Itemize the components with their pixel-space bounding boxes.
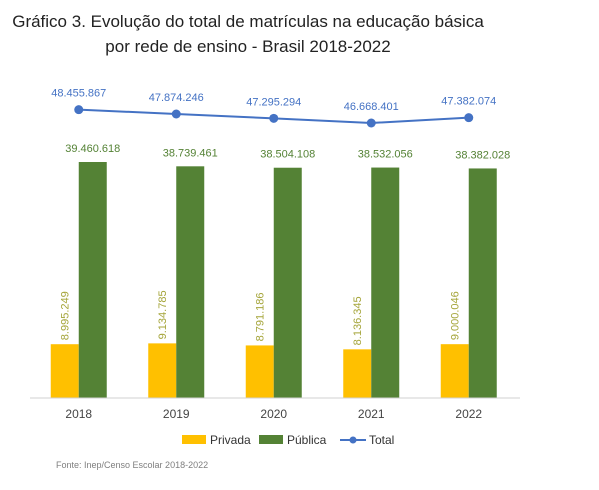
bar-privada-2018 xyxy=(50,344,79,398)
bar-publica-2022 xyxy=(468,168,497,398)
plot-area: 8.995.249 39.460.618 9.134.785 38.739.461 8.… xyxy=(50,88,510,398)
legend-label-privada: Privada xyxy=(210,433,251,447)
data-label-publica-2020: 38.504.108 xyxy=(260,149,315,161)
bar-publica-2018 xyxy=(78,162,107,398)
data-label-privada-2022: 9.000.046 xyxy=(450,291,462,340)
bar-publica-2020 xyxy=(273,167,302,398)
x-tick-2021: 2021 xyxy=(358,407,385,421)
bar-publica-2019 xyxy=(176,166,205,398)
chart-title-line-2: por rede de ensino - Brasil 2018-2022 xyxy=(105,37,390,56)
point-total-2019 xyxy=(171,109,181,119)
data-label-total-2018: 48.455.867 xyxy=(51,88,106,100)
data-label-total-2019: 47.874.246 xyxy=(149,92,204,104)
legend-marker-total xyxy=(349,436,357,444)
data-label-privada-2021: 8.136.345 xyxy=(352,296,364,345)
bar-privada-2021 xyxy=(343,349,372,398)
data-label-publica-2022: 38.382.028 xyxy=(455,149,510,161)
legend-swatch-privada xyxy=(182,435,206,444)
bar-privada-2022 xyxy=(440,344,469,398)
bar-privada-2020 xyxy=(245,345,274,398)
legend: Privada Pública Total xyxy=(182,433,394,447)
data-label-publica-2021: 38.532.056 xyxy=(358,149,413,161)
legend-label-total: Total xyxy=(369,433,394,447)
data-label-total-2022: 47.382.074 xyxy=(441,96,496,108)
source-note: Fonte: Inep/Censo Escolar 2018-2022 xyxy=(56,460,208,470)
legend-label-publica: Pública xyxy=(287,433,327,447)
point-total-2018 xyxy=(74,105,84,115)
bar-privada-2019 xyxy=(148,343,177,398)
data-label-total-2020: 47.295.294 xyxy=(246,96,301,108)
x-tick-2022: 2022 xyxy=(455,407,482,421)
data-label-privada-2020: 8.791.186 xyxy=(255,292,267,341)
data-label-privada-2018: 8.995.249 xyxy=(60,291,72,340)
bar-publica-2021 xyxy=(371,167,400,398)
x-tick-2020: 2020 xyxy=(260,407,287,421)
x-tick-2019: 2019 xyxy=(163,407,190,421)
data-label-publica-2018: 39.460.618 xyxy=(65,143,120,155)
point-total-2021 xyxy=(366,118,376,128)
x-axis-ticks: 2018 2019 2020 2021 2022 xyxy=(65,407,482,421)
point-total-2020 xyxy=(269,113,279,123)
legend-swatch-publica xyxy=(259,435,283,444)
data-label-total-2021: 46.668.401 xyxy=(344,101,399,113)
chart-title-line-1: Gráfico 3. Evolução do total de matrícul… xyxy=(12,12,484,31)
data-label-privada-2019: 9.134.785 xyxy=(157,290,169,339)
x-tick-2018: 2018 xyxy=(65,407,92,421)
data-label-publica-2019: 38.739.461 xyxy=(163,147,218,159)
point-total-2022 xyxy=(464,113,474,123)
